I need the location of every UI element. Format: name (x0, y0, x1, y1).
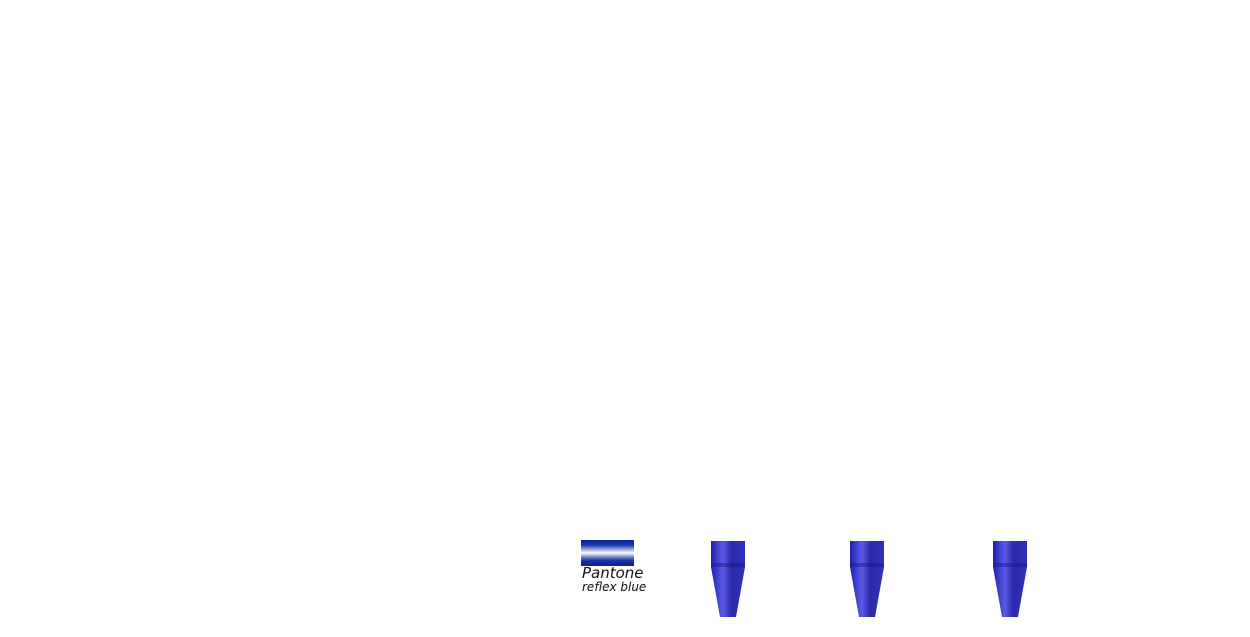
pantone-color-swatch (581, 540, 634, 566)
swatch-sublabel: reflex blue (582, 580, 647, 594)
swatch-label: Pantone (582, 564, 644, 582)
pen-tip-2 (850, 541, 884, 617)
pen-tip-3 (993, 541, 1027, 617)
pen-tip-1 (711, 541, 745, 617)
